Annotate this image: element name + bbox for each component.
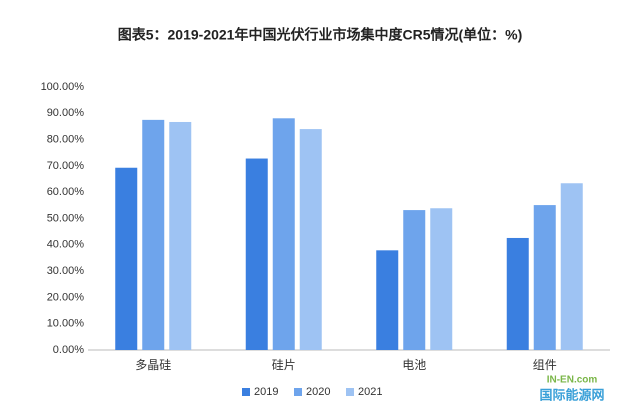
y-tick-label: 10.00% <box>47 318 85 330</box>
legend-label: 2020 <box>306 386 330 398</box>
bar <box>403 210 426 350</box>
bar <box>142 119 165 350</box>
bar <box>169 121 192 350</box>
legend-swatch <box>242 388 250 396</box>
bar <box>560 183 583 350</box>
y-tick-label: 100.00% <box>41 81 85 93</box>
watermark: 国际能源网 <box>539 387 604 402</box>
bar <box>245 158 268 350</box>
legend-label: 2021 <box>358 386 382 398</box>
bar <box>533 205 556 350</box>
bar <box>376 250 399 350</box>
x-tick-label: 多晶硅 <box>135 358 171 372</box>
bar <box>272 118 295 350</box>
y-tick-label: 50.00% <box>47 212 85 224</box>
x-tick-label: 组件 <box>533 358 557 372</box>
y-tick-label: 70.00% <box>47 160 85 172</box>
bar <box>299 129 322 350</box>
chart-title: 图表5：2019-2021年中国光伏行业市场集中度CR5情况(单位：%) <box>118 27 523 43</box>
legend-label: 2019 <box>254 386 278 398</box>
x-tick-label: 硅片 <box>272 358 296 372</box>
y-tick-label: 40.00% <box>47 239 85 251</box>
x-tick-label: 电池 <box>402 358 426 372</box>
y-tick-label: 80.00% <box>47 134 85 146</box>
watermark: IN-EN.com <box>547 375 598 386</box>
bar <box>430 208 453 350</box>
y-tick-label: 30.00% <box>47 265 85 277</box>
y-tick-label: 90.00% <box>47 107 85 119</box>
y-tick-label: 20.00% <box>47 291 85 303</box>
bar <box>506 237 529 350</box>
y-tick-label: 0.00% <box>53 344 84 356</box>
bar <box>115 167 138 350</box>
legend-swatch <box>346 388 354 396</box>
legend-swatch <box>294 388 302 396</box>
y-tick-label: 60.00% <box>47 186 85 198</box>
